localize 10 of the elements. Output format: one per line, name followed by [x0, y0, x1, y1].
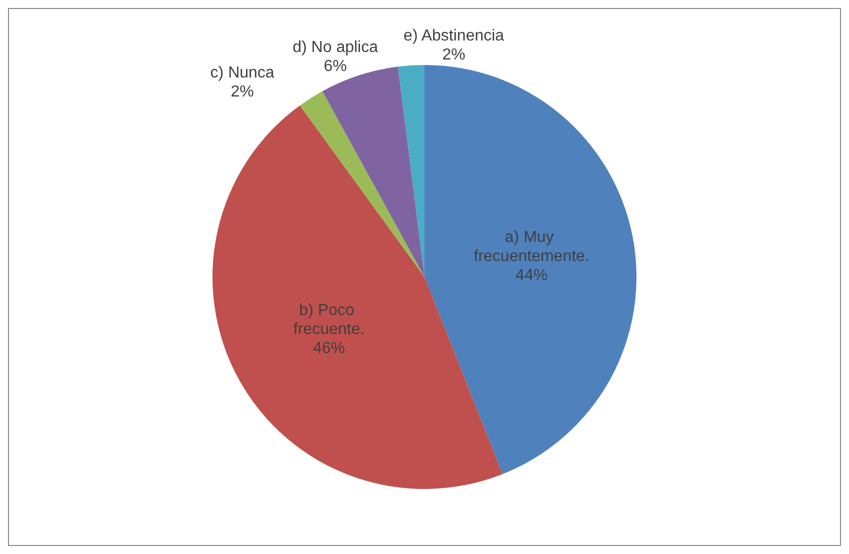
- slice-label: e) Abstinencia: [404, 27, 504, 44]
- data-label: 46%: [312, 340, 345, 358]
- data-label: 6%: [324, 58, 347, 75]
- data-label: 44%: [516, 267, 548, 284]
- data-label: 2%: [230, 84, 254, 101]
- slice-label: b) Poco frecuente.: [293, 302, 365, 338]
- slice-label: a) Muy frecuentemente.: [474, 229, 590, 266]
- slice-label: c) Nunca: [210, 64, 274, 82]
- data-label: 2%: [442, 46, 466, 64]
- slice-label: d) No aplica: [292, 38, 378, 56]
